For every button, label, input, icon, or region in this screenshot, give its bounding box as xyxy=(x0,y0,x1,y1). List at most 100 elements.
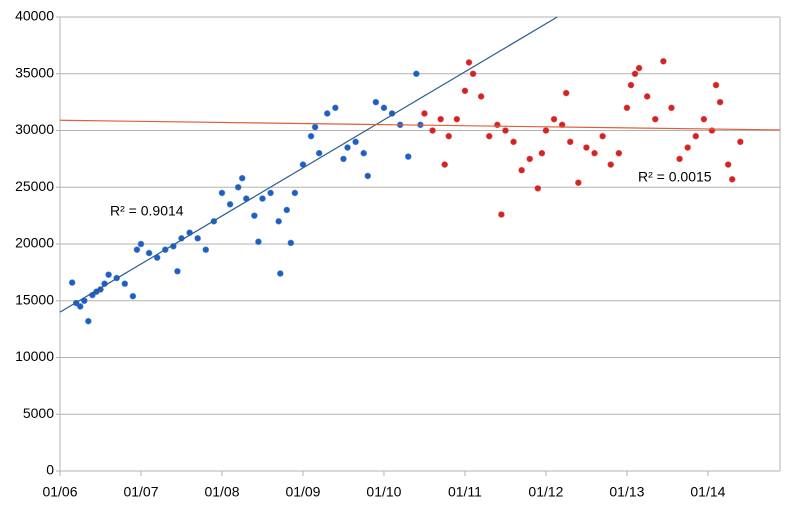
point xyxy=(684,144,691,151)
point xyxy=(692,132,700,140)
point xyxy=(583,144,590,151)
point xyxy=(372,98,380,106)
r-squared-label: R² = 0.0015 xyxy=(638,169,712,185)
point xyxy=(218,189,226,197)
point xyxy=(575,179,582,187)
point xyxy=(453,115,461,123)
x-tick-label: 01/13 xyxy=(609,484,644,500)
point xyxy=(174,267,181,275)
point xyxy=(105,271,112,278)
point xyxy=(311,123,319,131)
point xyxy=(291,189,299,197)
trend-line xyxy=(59,119,781,131)
point xyxy=(323,110,331,117)
point xyxy=(627,81,635,89)
x-tick-label: 01/06 xyxy=(42,484,77,500)
point xyxy=(542,127,550,134)
point xyxy=(518,166,525,174)
point xyxy=(352,138,359,146)
point xyxy=(737,138,744,146)
point xyxy=(380,104,388,112)
y-tick-label: 10000 xyxy=(15,348,54,364)
point xyxy=(700,115,708,123)
point xyxy=(251,212,258,219)
trend-line xyxy=(59,16,558,313)
point xyxy=(635,64,643,72)
point xyxy=(716,98,724,106)
point xyxy=(287,239,295,247)
point xyxy=(676,155,683,163)
point xyxy=(85,317,92,325)
x-tick-label: 01/12 xyxy=(528,484,563,500)
y-tick-label: 20000 xyxy=(15,235,54,251)
y-tick-label: 35000 xyxy=(15,64,54,80)
point xyxy=(502,127,509,134)
point xyxy=(599,132,606,140)
point xyxy=(724,161,732,168)
point xyxy=(76,303,84,310)
point xyxy=(615,149,623,157)
point xyxy=(494,121,501,129)
point xyxy=(712,81,720,89)
point xyxy=(441,161,449,168)
point xyxy=(275,218,282,225)
point xyxy=(651,115,659,123)
r-squared-label: R² = 0.9014 xyxy=(110,203,184,219)
point xyxy=(259,195,266,202)
point xyxy=(344,144,351,151)
point xyxy=(526,155,534,163)
point xyxy=(360,149,368,157)
x-tick-label: 01/07 xyxy=(123,484,158,500)
y-tick-label: 5000 xyxy=(23,405,54,421)
point xyxy=(538,149,546,157)
point xyxy=(465,59,473,66)
point xyxy=(631,70,639,78)
point xyxy=(498,211,505,218)
point xyxy=(623,104,631,112)
y-tick-label: 25000 xyxy=(15,178,54,194)
point xyxy=(234,183,242,191)
point xyxy=(340,155,347,163)
point xyxy=(129,292,137,300)
point xyxy=(668,104,675,112)
point xyxy=(202,246,210,253)
point xyxy=(121,280,129,288)
point xyxy=(307,132,315,140)
y-tick-label: 15000 xyxy=(15,291,54,307)
point xyxy=(461,87,469,95)
x-tick-label: 01/09 xyxy=(285,484,320,500)
point xyxy=(194,235,201,242)
point xyxy=(255,238,262,246)
point xyxy=(68,279,76,286)
point xyxy=(591,149,598,157)
point xyxy=(445,132,453,140)
point xyxy=(332,104,339,112)
point xyxy=(429,127,436,134)
y-tick-label: 40000 xyxy=(15,8,54,24)
y-tick-label: 0 xyxy=(46,462,54,478)
point xyxy=(607,161,615,168)
point xyxy=(404,153,412,160)
point xyxy=(562,89,570,97)
point xyxy=(534,185,542,192)
point xyxy=(558,121,566,129)
x-tick-label: 01/11 xyxy=(448,484,482,500)
point xyxy=(485,132,493,140)
point xyxy=(226,200,234,208)
point xyxy=(728,176,736,183)
x-tick-label: 01/10 xyxy=(366,484,401,500)
x-tick-label: 01/08 xyxy=(204,484,239,500)
point xyxy=(437,115,444,123)
point xyxy=(566,138,574,146)
point xyxy=(315,149,323,157)
point xyxy=(643,93,651,100)
point xyxy=(267,189,274,197)
point xyxy=(421,110,428,117)
point xyxy=(276,270,284,277)
point xyxy=(660,57,667,65)
point xyxy=(133,246,141,253)
point xyxy=(510,138,517,146)
point xyxy=(477,93,485,100)
point xyxy=(550,115,558,123)
